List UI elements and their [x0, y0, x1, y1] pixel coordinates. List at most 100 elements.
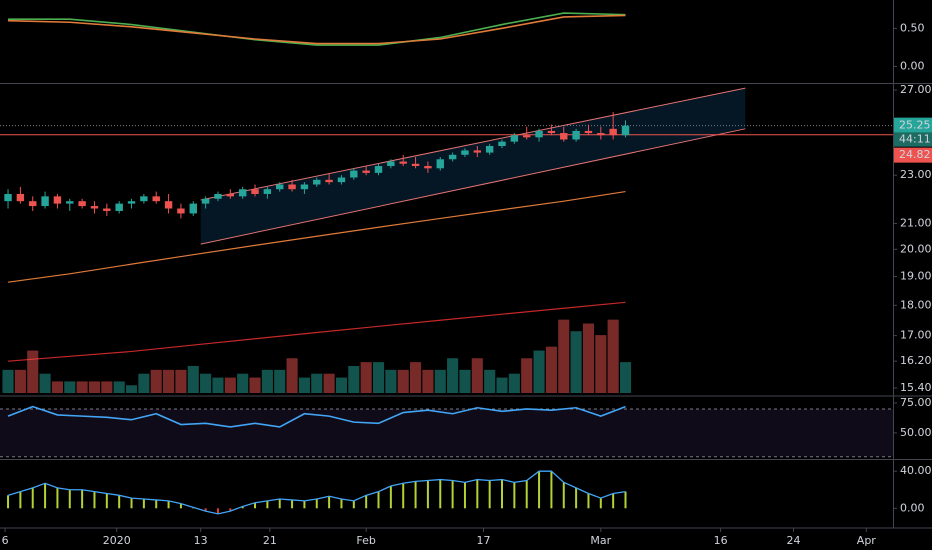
line [8, 14, 626, 45]
y-tick-label: 27.00 [900, 83, 932, 96]
candle-body [90, 206, 99, 209]
candle-body [288, 184, 296, 190]
volume-bar [447, 358, 459, 393]
y-tick-label: 0.00 [900, 59, 925, 72]
volume-bar [397, 369, 409, 393]
volume-bar [39, 373, 51, 393]
candle-body [201, 198, 210, 204]
candle-body [29, 201, 37, 207]
candle-body [53, 196, 62, 204]
volume-bar [76, 381, 88, 393]
candle-body [276, 184, 284, 190]
candle-body [16, 193, 25, 202]
candle-body [226, 193, 235, 197]
y-tick-label: 21.00 [900, 216, 932, 229]
candle-body [4, 193, 12, 202]
candle-body [313, 179, 321, 185]
candle-body [436, 159, 444, 169]
volume-bar [212, 377, 224, 393]
candle-body [597, 133, 605, 136]
y-tick-label: 40.00 [900, 464, 932, 477]
candle-body [510, 135, 519, 142]
candle-body [485, 146, 494, 153]
volume-bar [545, 346, 557, 393]
candle-body [572, 130, 580, 140]
volume-bar [385, 369, 397, 393]
y-tick-label: 20.00 [900, 242, 932, 255]
volume-bar [558, 319, 570, 393]
volume-bar [459, 369, 471, 393]
y-tick-label: 15.40 [900, 381, 932, 394]
candle-body [214, 193, 222, 199]
y-tick-label: 0.50 [900, 21, 925, 34]
volume-bar [311, 373, 323, 393]
y-tick-label: 0.00 [900, 501, 925, 514]
candle-body [115, 203, 123, 211]
y-tick-label: 18.00 [900, 298, 932, 311]
candle-body [103, 208, 111, 211]
candle-body [362, 170, 370, 173]
volume-bar [422, 369, 434, 393]
candle-body [263, 189, 272, 194]
marker-price-box [894, 147, 932, 163]
candle-body [374, 166, 383, 173]
volume-bar [298, 377, 310, 393]
candle-body [523, 135, 531, 138]
candle-body [66, 201, 74, 204]
candle-body [609, 128, 617, 136]
candle-body [448, 154, 457, 160]
candle-body [127, 201, 136, 204]
volume-bar [570, 331, 582, 393]
countdown-label: 44:11 [899, 133, 931, 146]
x-tick-label: Feb [356, 534, 375, 547]
candle-body [177, 208, 185, 214]
volume-bar [64, 381, 76, 393]
line [7, 470, 626, 515]
candle-body [584, 130, 593, 134]
volume-bar [14, 369, 26, 393]
last-price-box [894, 117, 932, 133]
candle-body [498, 141, 506, 147]
volume-bar [261, 369, 273, 393]
band-fill [0, 408, 893, 457]
candle-body [300, 184, 309, 190]
candle-body [337, 177, 346, 183]
volume-bar [51, 381, 63, 393]
candle-body [251, 189, 259, 194]
y-tick-label: 16.20 [900, 354, 932, 367]
volume-bar [249, 377, 261, 393]
candle-body [152, 196, 160, 202]
volume-bar [175, 369, 187, 393]
candle-body [535, 130, 543, 138]
volume-bar [521, 358, 533, 393]
volume-bar [113, 381, 125, 393]
candle-body [621, 125, 630, 136]
candle-body [399, 161, 407, 164]
x-tick-label: 13 [194, 534, 208, 547]
volume-bar [434, 369, 446, 393]
volume-bar [348, 365, 360, 393]
volume-bar [533, 350, 545, 393]
countdown-box [894, 132, 932, 147]
channel-line [200, 87, 746, 201]
volume-bar [187, 365, 199, 393]
volume-bar [101, 381, 113, 393]
x-tick-label: 16 [714, 534, 728, 547]
candle-body [189, 203, 197, 214]
volume-bar [360, 362, 372, 393]
line [7, 190, 626, 283]
volume-bar [607, 319, 619, 393]
volume-bar [595, 335, 607, 393]
candle-body [547, 130, 556, 134]
volume-bar [2, 369, 14, 393]
x-tick-label: Mar [590, 534, 611, 547]
channel-line [200, 128, 746, 245]
y-tick-label: 75.00 [900, 396, 932, 409]
line [7, 405, 626, 428]
volume-bar [150, 369, 162, 393]
candle-body [78, 201, 86, 207]
y-tick-label: 17.00 [900, 329, 932, 342]
volume-bar [27, 350, 39, 393]
candle-body [387, 161, 395, 167]
last-price-label: 25.25 [899, 119, 931, 132]
